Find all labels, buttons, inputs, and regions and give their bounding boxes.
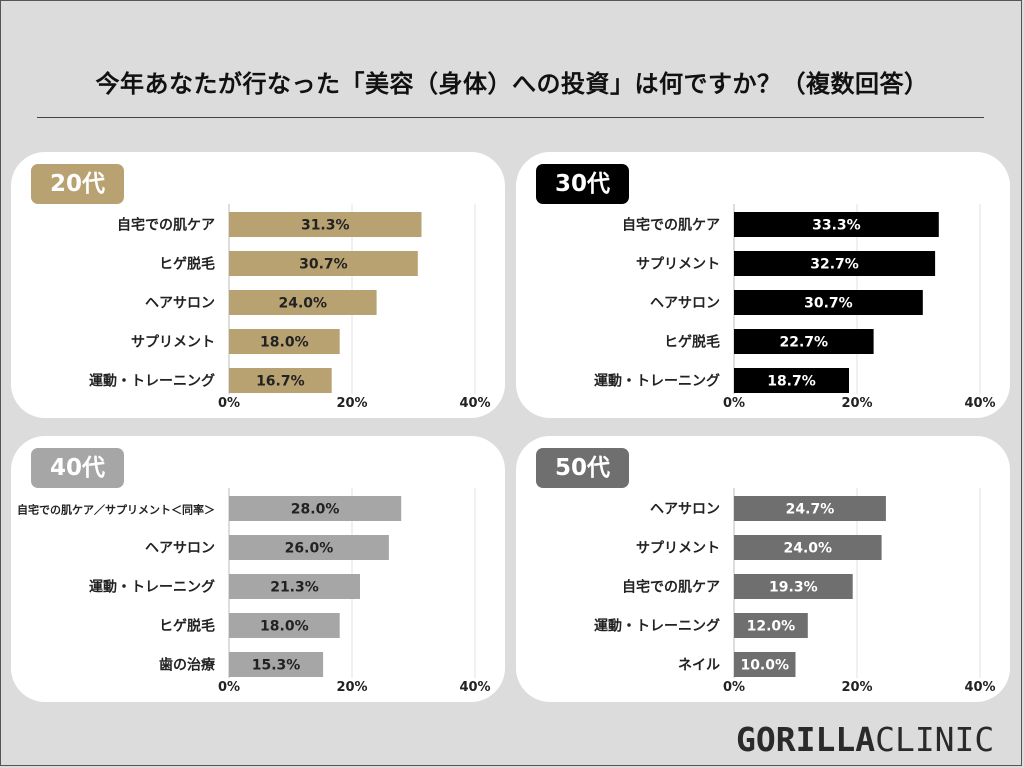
- category-label: ヘアサロン: [145, 541, 215, 557]
- category-label: ヒゲ脱毛: [159, 256, 215, 273]
- bar-value-label: 15.3%: [252, 658, 301, 674]
- category-label: ヘアサロン: [145, 296, 215, 312]
- category-label: ヒゲ脱毛: [159, 618, 215, 635]
- bar: [229, 574, 360, 599]
- category-label: 自宅での肌ケア: [622, 217, 720, 234]
- title-divider: [37, 117, 984, 118]
- category-label: 運動・トレーニング: [89, 373, 215, 390]
- bar-value-label: 32.7%: [810, 257, 859, 273]
- bar: [229, 496, 402, 521]
- x-tick-label: 20%: [841, 680, 872, 695]
- bar-value-label: 24.0%: [279, 296, 328, 312]
- category-label: 運動・トレーニング: [89, 579, 215, 596]
- bar-value-label: 16.7%: [256, 374, 305, 390]
- x-tick-label: 40%: [964, 680, 995, 695]
- bar-value-label: 18.7%: [767, 374, 816, 390]
- bar: [229, 290, 377, 315]
- x-tick-label: 0%: [723, 396, 745, 411]
- chart-panel-50s: 50代 0% 20% 40% 24.7% ヘアサロン 24.0% サプリメント 19.3% 自宅…: [516, 436, 1010, 702]
- category-label: ヒゲ脱毛: [664, 334, 720, 351]
- category-label: 歯の治療: [159, 657, 216, 674]
- category-label: サプリメント: [131, 335, 215, 351]
- x-tick-label: 40%: [459, 396, 490, 411]
- page-title: 今年あなたが行なった「美容（身体）への投資」は何ですか？（複数回答）: [95, 70, 929, 98]
- chart-panel-20s: 20代 0% 20% 40% 31.3% 自宅での肌ケア 30.7% ヒゲ脱毛 24.0% ヘア…: [11, 152, 505, 418]
- bar-value-label: 22.7%: [780, 335, 829, 351]
- bar-value-label: 18.0%: [260, 619, 309, 635]
- bar: [229, 652, 324, 677]
- category-label: ヘアサロン: [650, 502, 720, 518]
- bar: [734, 496, 886, 521]
- category-label: サプリメント: [636, 257, 720, 273]
- x-tick-label: 20%: [336, 680, 367, 695]
- category-label: 自宅での肌ケア: [117, 217, 215, 234]
- x-tick-label: 20%: [841, 396, 872, 411]
- age-badge: 50代: [536, 448, 629, 488]
- bar: [229, 613, 340, 638]
- x-tick-label: 40%: [964, 396, 995, 411]
- age-badge: 20代: [31, 164, 124, 204]
- category-label: 自宅での肌ケア／サプリメント＜同率＞: [17, 503, 215, 517]
- bar-value-label: 30.7%: [804, 296, 853, 312]
- chart-panel-30s: 30代 0% 20% 40% 33.3% 自宅での肌ケア 32.7% サプリメント 30.7%…: [516, 152, 1010, 418]
- bar: [734, 212, 939, 237]
- category-label: ネイル: [678, 658, 720, 674]
- category-label: サプリメント: [636, 541, 720, 557]
- bar: [229, 329, 340, 354]
- bar-value-label: 21.3%: [270, 580, 319, 596]
- x-tick-label: 40%: [459, 680, 490, 695]
- bar-value-label: 31.3%: [301, 218, 350, 234]
- bar: [734, 329, 874, 354]
- bar: [229, 251, 418, 276]
- bar-chart: 0% 20% 40% 28.0% 自宅での肌ケア／サプリメント＜同率＞ 26.0% ヘアサロ…: [17, 488, 491, 695]
- bar: [734, 574, 853, 599]
- x-tick-label: 0%: [218, 396, 240, 411]
- brand-logo: GORILLACLINIC: [736, 720, 994, 759]
- bar-value-label: 28.0%: [291, 502, 340, 518]
- category-label: 運動・トレーニング: [594, 618, 720, 635]
- bar: [734, 290, 923, 315]
- bar-chart: 0% 20% 40% 24.7% ヘアサロン 24.0% サプリメント 19.3% 自宅での肌ケ…: [594, 488, 996, 695]
- bar-value-label: 30.7%: [299, 257, 348, 273]
- bar: [734, 368, 850, 393]
- bar-value-label: 12.0%: [747, 619, 796, 635]
- bar: [229, 212, 422, 237]
- category-label: 運動・トレーニング: [594, 373, 720, 390]
- chart-panel-40s: 40代 0% 20% 40% 28.0% 自宅での肌ケア／サプリメント＜同率＞ 26.0%…: [11, 436, 505, 702]
- logo-part-1: GORILLA: [736, 720, 876, 759]
- bar-value-label: 18.0%: [260, 335, 309, 351]
- bar: [734, 652, 796, 677]
- age-badge: 40代: [31, 448, 124, 488]
- x-tick-label: 0%: [723, 680, 745, 695]
- bar-value-label: 19.3%: [769, 580, 818, 596]
- x-tick-label: 0%: [218, 680, 240, 695]
- bar-value-label: 26.0%: [285, 541, 334, 557]
- category-label: 自宅での肌ケア: [622, 579, 720, 596]
- bar: [229, 535, 389, 560]
- x-tick-label: 20%: [336, 396, 367, 411]
- bar: [229, 368, 332, 393]
- category-label: ヘアサロン: [650, 296, 720, 312]
- bar-value-label: 10.0%: [740, 658, 789, 674]
- bar: [734, 535, 882, 560]
- bar-chart: 0% 20% 40% 33.3% 自宅での肌ケア 32.7% サプリメント 30.7% ヘアサロ…: [594, 204, 996, 411]
- logo-part-2: CLINIC: [875, 720, 995, 759]
- bar: [734, 613, 808, 638]
- bar-value-label: 24.7%: [786, 502, 835, 518]
- bar-chart: 0% 20% 40% 31.3% 自宅での肌ケア 30.7% ヒゲ脱毛 24.0% ヘアサロン 1…: [89, 204, 491, 411]
- age-badge: 30代: [536, 164, 629, 204]
- bar-value-label: 33.3%: [812, 218, 861, 234]
- bar-value-label: 24.0%: [784, 541, 833, 557]
- bar: [734, 251, 936, 276]
